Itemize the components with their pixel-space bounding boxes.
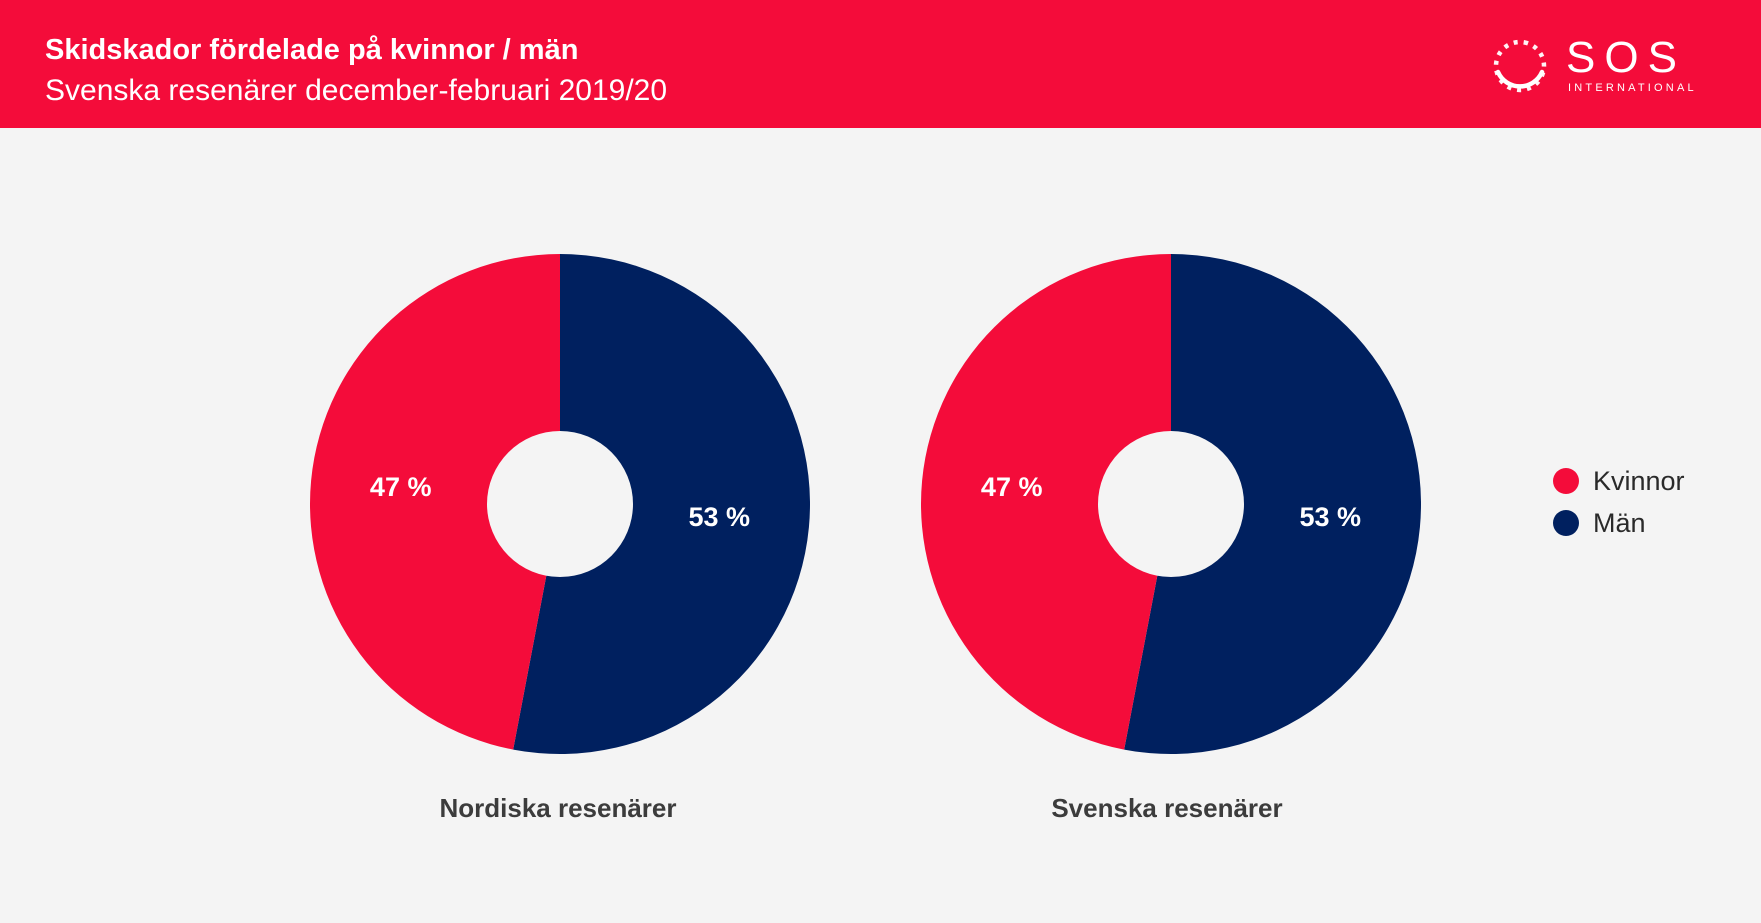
data-label-man: 53 %: [1300, 502, 1362, 532]
legend-label-man: Män: [1593, 507, 1646, 538]
sos-international-logo: SOS INTERNATIONAL: [1490, 34, 1720, 98]
donut-chart-svenska: 53 % 47 %: [920, 254, 1421, 754]
slice-kvinnor: [920, 254, 1171, 750]
legend-item-kvinnor: Kvinnor: [1553, 460, 1685, 502]
slice-man: [1124, 254, 1421, 754]
legend-label-kvinnor: Kvinnor: [1593, 465, 1685, 496]
chart-subtitle: Svenska resenärer december-februari 2019…: [45, 74, 668, 107]
chart-caption-svenska: Svenska resenärer: [1051, 793, 1283, 823]
logo-name: SOS: [1566, 33, 1686, 82]
slice-kvinnor: [309, 254, 560, 750]
slice-man: [513, 254, 810, 754]
chart-title: Skidskador fördelade på kvinnor / män: [45, 34, 579, 66]
donut-hole: [1098, 431, 1244, 577]
data-label-man: 53 %: [689, 502, 751, 532]
logo-ring-icon: [1493, 39, 1547, 93]
legend-swatch-man: [1553, 510, 1579, 536]
logo-tagline: INTERNATIONAL: [1568, 82, 1697, 94]
donut-hole: [487, 431, 633, 577]
data-label-kvinnor: 47 %: [981, 472, 1043, 502]
donut-chart-nordiska: 53 % 47 %: [309, 254, 810, 754]
legend-swatch-kvinnor: [1553, 468, 1579, 494]
legend: Kvinnor Män: [1553, 460, 1685, 544]
header-bar: Skidskador fördelade på kvinnor / män Sv…: [0, 0, 1761, 128]
legend-item-man: Män: [1553, 502, 1685, 544]
chart-caption-nordiska: Nordiska resenärer: [439, 793, 677, 823]
data-label-kvinnor: 47 %: [370, 472, 432, 502]
